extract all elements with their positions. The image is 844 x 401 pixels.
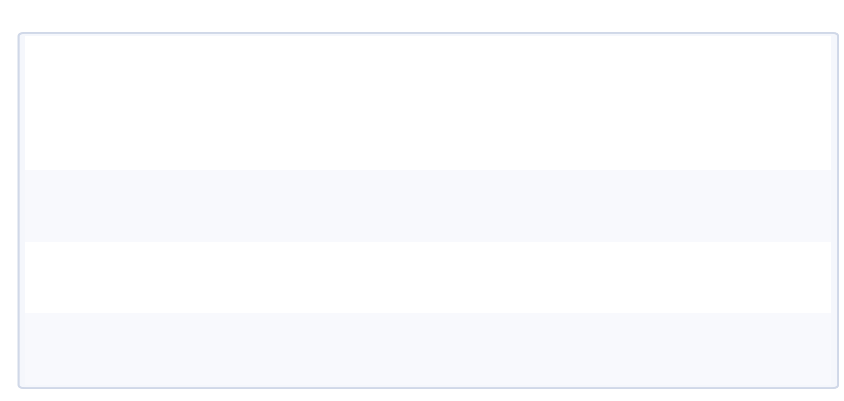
Text: 35.85%: 35.85% bbox=[744, 342, 794, 356]
Text: 0.3%: 0.3% bbox=[752, 199, 786, 212]
Text: FIIs: FIIs bbox=[40, 199, 67, 212]
Text: 63.79%: 63.79% bbox=[478, 128, 528, 141]
Text: 0.05%: 0.05% bbox=[349, 271, 391, 284]
Text: 63.79%: 63.79% bbox=[610, 128, 661, 141]
Text: 63.79%: 63.79% bbox=[744, 128, 794, 141]
Text: 36.15%: 36.15% bbox=[344, 342, 395, 356]
Text: 0%: 0% bbox=[226, 199, 247, 212]
Text: 0.05%: 0.05% bbox=[615, 271, 657, 284]
Text: 63.79%: 63.79% bbox=[212, 128, 262, 141]
Text: Mar 2024: Mar 2024 bbox=[472, 61, 534, 74]
Text: DIIs: DIIs bbox=[40, 271, 68, 284]
Text: 36.15%: 36.15% bbox=[212, 342, 262, 356]
Text: 0.05%: 0.05% bbox=[216, 271, 258, 284]
Text: 0.05%: 0.05% bbox=[748, 271, 790, 284]
Text: Sep 2023: Sep 2023 bbox=[205, 61, 268, 74]
Text: 0.1%: 0.1% bbox=[619, 199, 652, 212]
Text: 0.04%: 0.04% bbox=[482, 199, 524, 212]
Text: 36.11%: 36.11% bbox=[478, 342, 528, 356]
Text: Jun 2024: Jun 2024 bbox=[607, 61, 665, 74]
Text: Public: Public bbox=[40, 342, 86, 356]
Text: 0%: 0% bbox=[360, 199, 381, 212]
Text: Promoters: Promoters bbox=[40, 128, 118, 141]
Text: 36.06%: 36.06% bbox=[611, 342, 661, 356]
Text: 0.05%: 0.05% bbox=[482, 271, 524, 284]
Text: 63.79%: 63.79% bbox=[344, 128, 395, 141]
Text: Held by: Held by bbox=[40, 61, 91, 74]
Text: Sep 2024: Sep 2024 bbox=[738, 61, 800, 74]
Text: Dec 2023: Dec 2023 bbox=[338, 61, 402, 74]
